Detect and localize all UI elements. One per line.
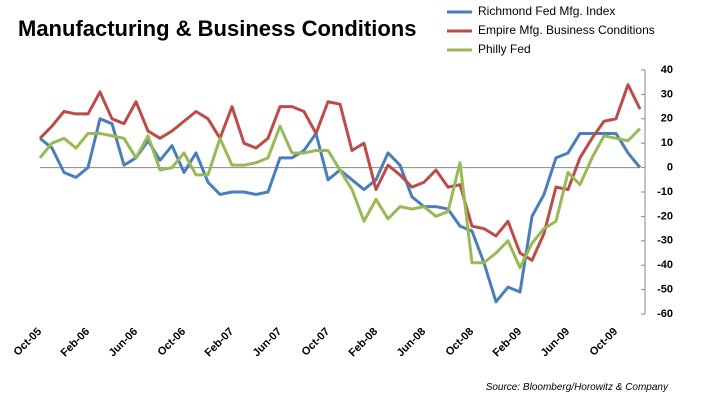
series-line <box>38 124 642 270</box>
x-tick-label: Feb-06 <box>59 326 93 360</box>
source: Source: Bloomberg/Horowitz & Company <box>486 382 669 393</box>
y-tick-label: 30 <box>661 88 673 100</box>
x-tick-label: Feb-07 <box>203 326 237 360</box>
y-tick-label: -60 <box>657 308 673 320</box>
y-tick-label: 20 <box>661 113 673 125</box>
y-tick-label: -10 <box>657 186 673 198</box>
y-tick-label: -20 <box>657 210 673 222</box>
x-tick-label: Oct-07 <box>299 326 332 359</box>
x-tick-label: Oct-05 <box>11 326 44 359</box>
y-tick-label: 10 <box>661 137 673 149</box>
x-tick-label: Jun-07 <box>251 326 285 360</box>
legend-label: Philly Fed <box>478 42 531 56</box>
x-tick-label: Oct-06 <box>155 326 188 359</box>
x-tick-label: Feb-09 <box>491 326 525 360</box>
y-tick-label: -50 <box>657 284 673 296</box>
y-tick-label: 0 <box>667 162 673 174</box>
series-line <box>38 83 642 262</box>
y-tick-label: 40 <box>661 64 673 76</box>
y-tick-label: -40 <box>657 259 673 271</box>
x-tick-label: Oct-08 <box>443 326 476 359</box>
x-tick-label: Jun-06 <box>107 326 141 360</box>
legend-label: Richmond Fed Mfg. Index <box>478 4 615 18</box>
legend-label: Empire Mfg. Business Conditions <box>478 23 655 37</box>
x-tick-label: Oct-09 <box>587 326 620 359</box>
x-tick-label: Jun-08 <box>395 326 429 360</box>
x-tick-label: Jun-09 <box>539 326 573 360</box>
y-tick-label: -30 <box>657 235 673 247</box>
x-tick-label: Feb-08 <box>347 326 381 360</box>
chart-title: Manufacturing & Business Conditions <box>18 16 416 41</box>
